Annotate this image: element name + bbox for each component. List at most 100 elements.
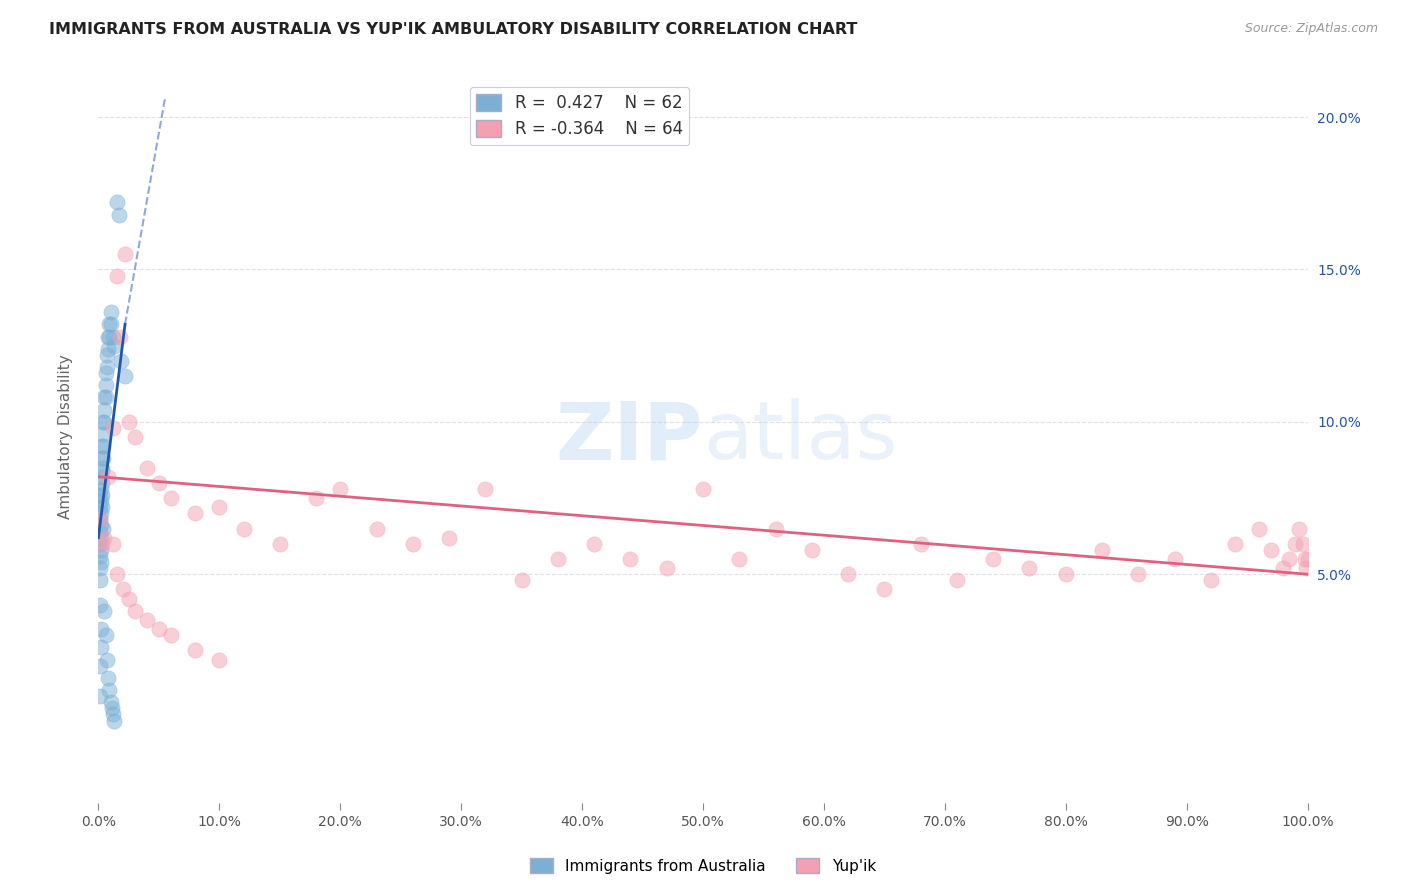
Point <box>110 354 132 368</box>
Point <box>90 622 112 636</box>
Point <box>655 561 678 575</box>
Text: atlas: atlas <box>703 398 897 476</box>
Point <box>93 402 115 417</box>
Point <box>160 491 183 505</box>
Point <box>89 524 111 539</box>
Point <box>97 469 120 483</box>
Point <box>329 482 352 496</box>
Point <box>118 591 141 606</box>
Point <box>90 531 112 545</box>
Point <box>208 652 231 666</box>
Point <box>97 671 120 685</box>
Point <box>90 494 112 508</box>
Point <box>91 464 114 478</box>
Point <box>93 531 115 545</box>
Point <box>96 348 118 362</box>
Point <box>91 475 114 490</box>
Point <box>1091 542 1114 557</box>
Point <box>1249 521 1271 535</box>
Point <box>124 430 146 444</box>
Y-axis label: Ambulatory Disability: Ambulatory Disability <box>58 355 73 519</box>
Point <box>184 643 207 657</box>
Point <box>208 500 231 515</box>
Point <box>184 506 207 520</box>
Point <box>89 512 111 526</box>
Point <box>91 439 114 453</box>
Point <box>1163 552 1185 566</box>
Point <box>98 683 121 698</box>
Point <box>124 604 146 618</box>
Point <box>101 329 124 343</box>
Point <box>90 518 112 533</box>
Point <box>160 628 183 642</box>
Point <box>366 521 388 535</box>
Point <box>437 531 460 545</box>
Point <box>114 369 136 384</box>
Point <box>1128 567 1150 582</box>
Point <box>692 482 714 496</box>
Point <box>1223 537 1246 551</box>
Point <box>89 549 111 563</box>
Point <box>94 378 117 392</box>
Point <box>1294 552 1316 566</box>
Point <box>90 482 112 496</box>
Point <box>1272 561 1295 575</box>
Point <box>91 451 114 466</box>
Point <box>91 415 114 429</box>
Point <box>100 305 122 319</box>
Point <box>135 613 157 627</box>
Point <box>118 415 141 429</box>
Point <box>91 521 114 535</box>
Point <box>90 469 112 483</box>
Point <box>103 714 125 728</box>
Point <box>89 658 111 673</box>
Text: Source: ZipAtlas.com: Source: ZipAtlas.com <box>1244 22 1378 36</box>
Point <box>94 391 117 405</box>
Point <box>148 475 170 490</box>
Point <box>135 460 157 475</box>
Point <box>1278 552 1301 566</box>
Point <box>93 391 115 405</box>
Point <box>90 555 112 569</box>
Point <box>108 329 131 343</box>
Point <box>103 338 125 352</box>
Point <box>94 628 117 642</box>
Point <box>89 537 111 551</box>
Point <box>93 604 115 618</box>
Point <box>1284 537 1306 551</box>
Point <box>97 342 120 356</box>
Point <box>89 488 111 502</box>
Point <box>90 640 112 655</box>
Point <box>91 537 114 551</box>
Point <box>1260 542 1282 557</box>
Point <box>101 707 124 722</box>
Point <box>148 622 170 636</box>
Point <box>90 506 112 520</box>
Point <box>91 488 114 502</box>
Legend: Immigrants from Australia, Yup'ik: Immigrants from Australia, Yup'ik <box>524 852 882 880</box>
Point <box>96 359 118 374</box>
Point <box>269 537 291 551</box>
Point <box>101 421 124 435</box>
Point <box>1296 552 1319 566</box>
Point <box>105 567 128 582</box>
Point <box>89 574 111 588</box>
Point <box>837 567 859 582</box>
Text: IMMIGRANTS FROM AUSTRALIA VS YUP'IK AMBULATORY DISABILITY CORRELATION CHART: IMMIGRANTS FROM AUSTRALIA VS YUP'IK AMBU… <box>49 22 858 37</box>
Point <box>305 491 328 505</box>
Point <box>728 552 751 566</box>
Point <box>93 415 115 429</box>
Point <box>981 552 1004 566</box>
Point <box>547 552 569 566</box>
Point <box>1292 537 1315 551</box>
Point <box>1054 567 1077 582</box>
Point <box>1295 561 1317 575</box>
Point <box>89 598 111 612</box>
Point <box>910 537 932 551</box>
Legend: R =  0.427    N = 62, R = -0.364    N = 64: R = 0.427 N = 62, R = -0.364 N = 64 <box>470 87 689 145</box>
Point <box>91 427 114 442</box>
Point <box>1018 561 1040 575</box>
Point <box>765 521 787 535</box>
Point <box>89 512 111 526</box>
Point <box>100 701 122 715</box>
